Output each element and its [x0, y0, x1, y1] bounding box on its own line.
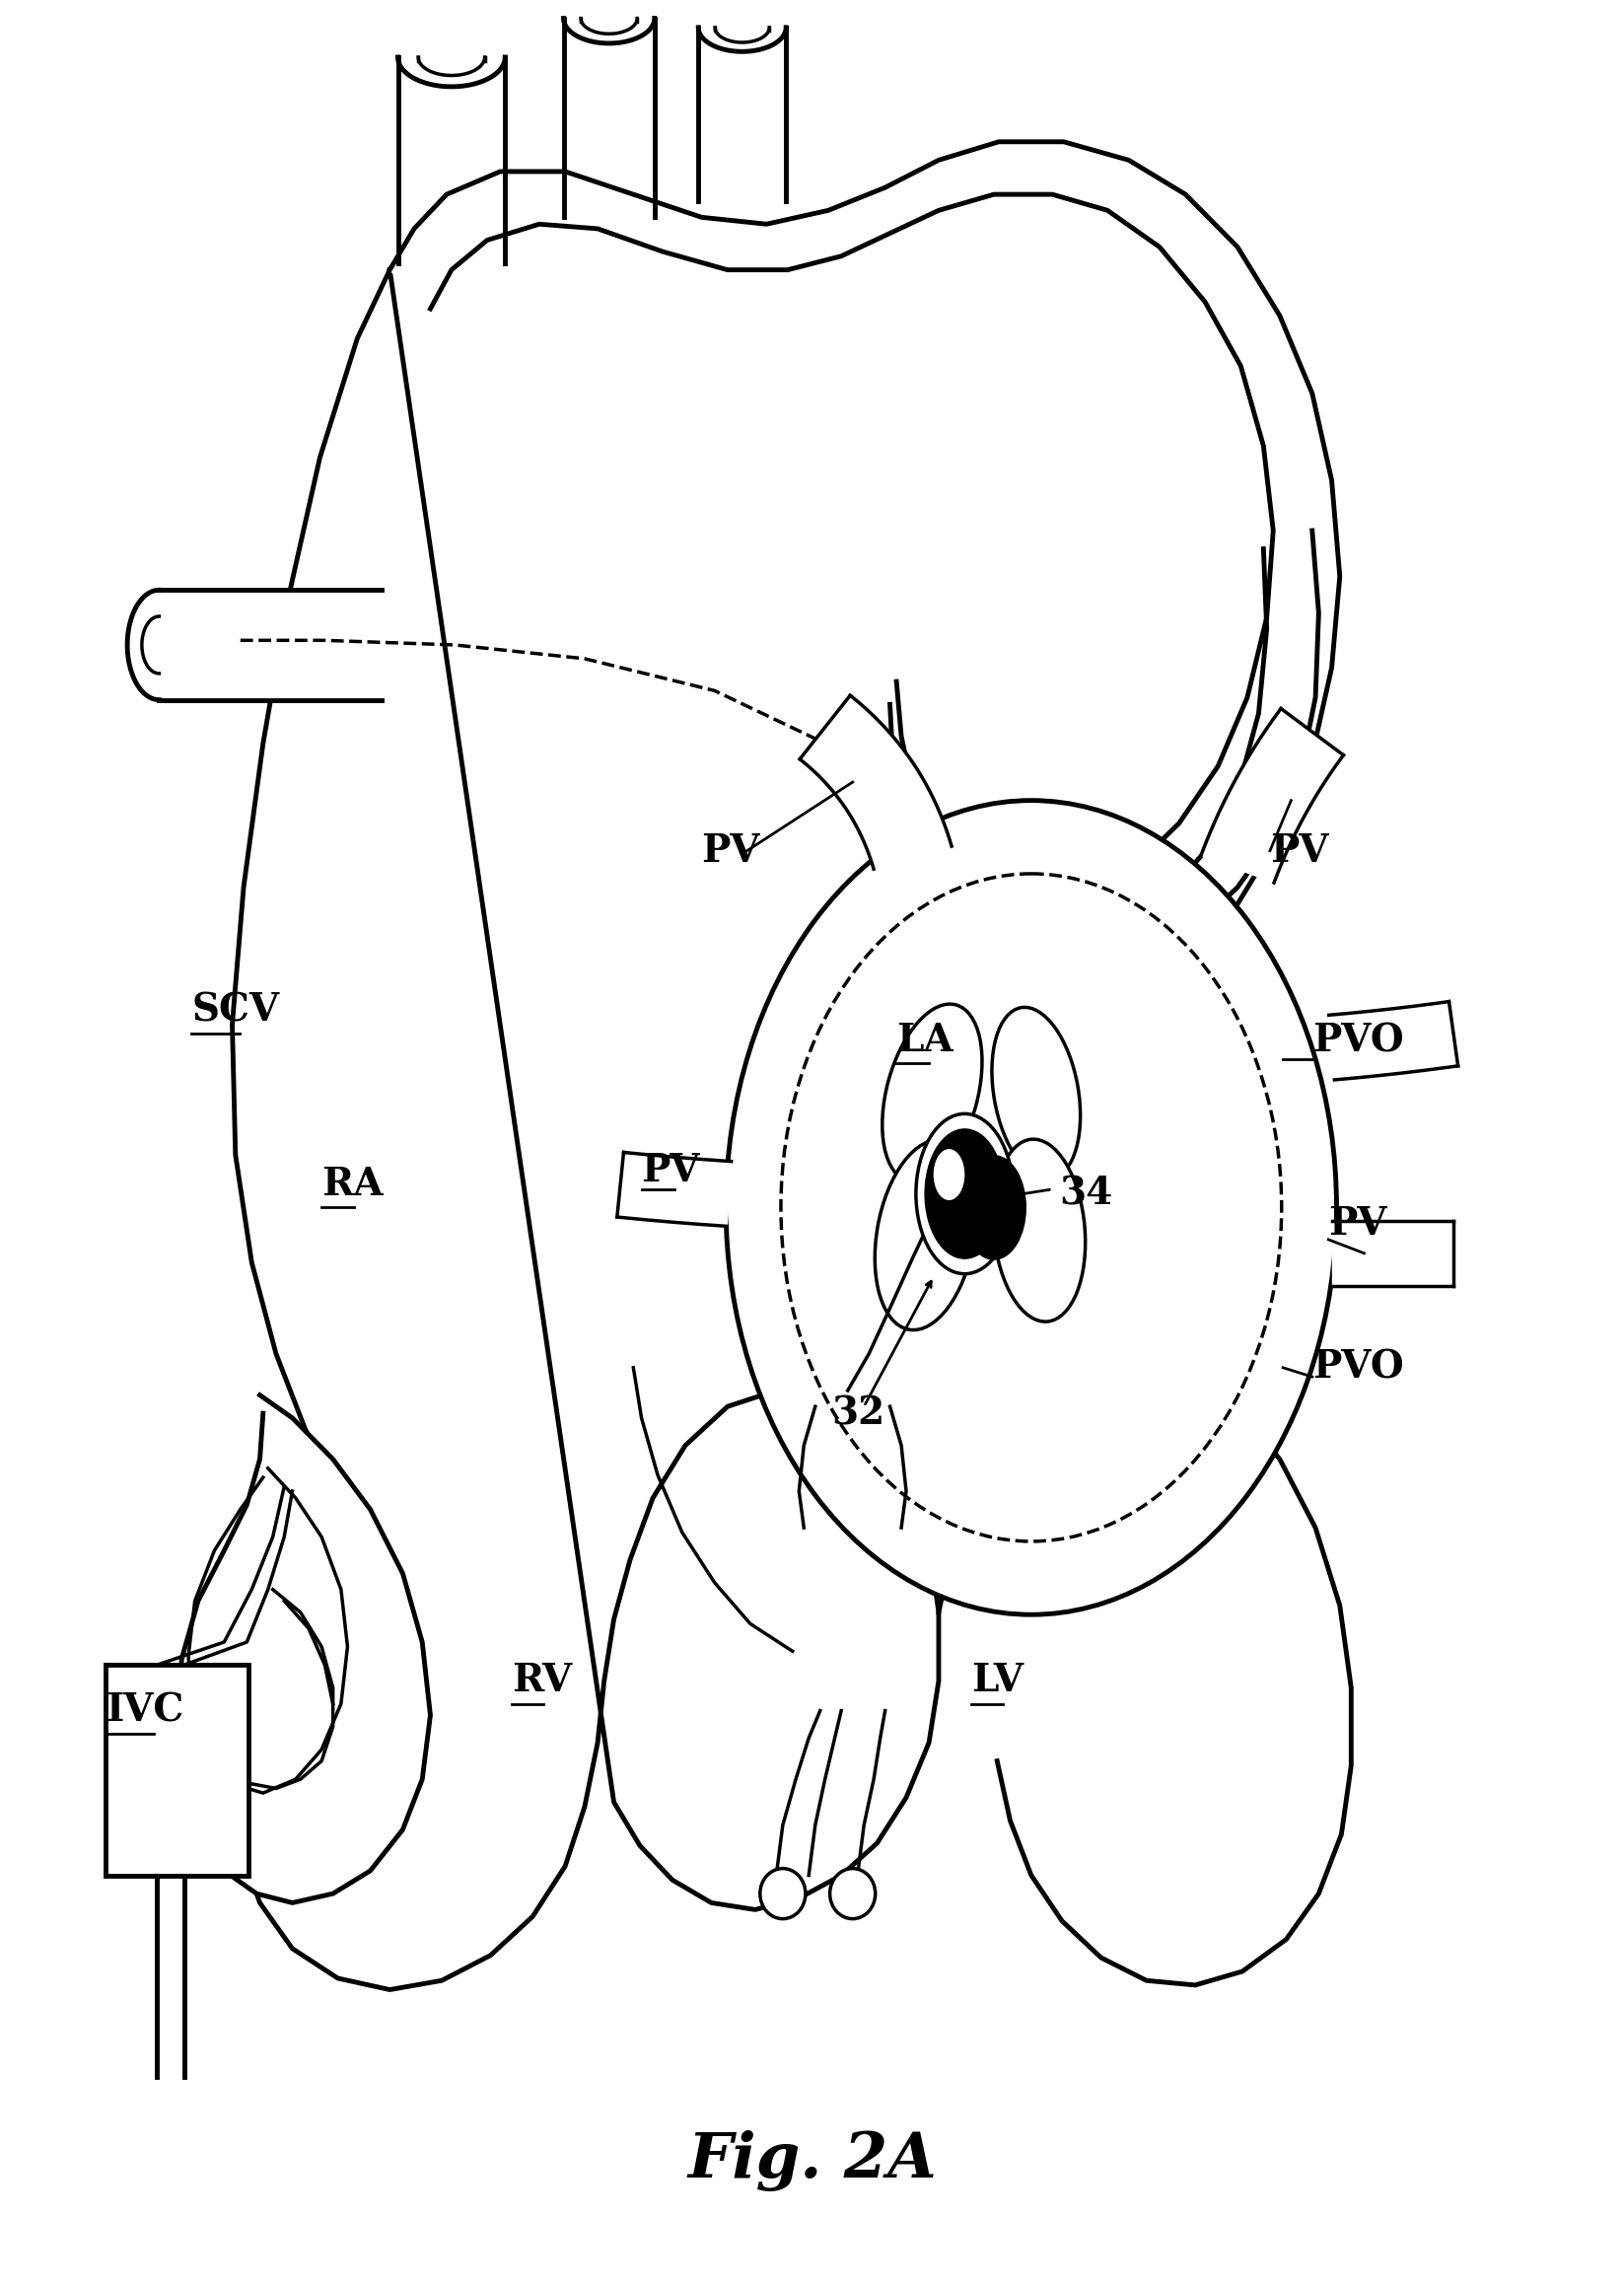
Polygon shape: [564, 18, 654, 217]
Bar: [106, 1665, 248, 1875]
Polygon shape: [799, 695, 952, 869]
Ellipse shape: [934, 1148, 965, 1201]
Ellipse shape: [882, 1004, 983, 1182]
Text: RA: RA: [322, 1166, 383, 1203]
Polygon shape: [390, 142, 1340, 979]
Text: Fig. 2A: Fig. 2A: [687, 2131, 937, 2191]
Polygon shape: [398, 57, 505, 263]
Ellipse shape: [926, 1130, 1004, 1258]
Text: 34: 34: [1059, 1176, 1112, 1212]
Ellipse shape: [875, 1139, 976, 1331]
Text: PVO: PVO: [1312, 1022, 1403, 1059]
Polygon shape: [698, 27, 786, 201]
Text: IVC: IVC: [106, 1692, 184, 1729]
Text: PV: PV: [1270, 832, 1328, 869]
Polygon shape: [175, 1395, 430, 1903]
Ellipse shape: [726, 800, 1337, 1615]
Text: PV: PV: [702, 832, 760, 869]
Polygon shape: [617, 1153, 731, 1226]
Polygon shape: [893, 531, 1319, 997]
Polygon shape: [1328, 1002, 1458, 1079]
Polygon shape: [232, 270, 1351, 1990]
Ellipse shape: [916, 1114, 1013, 1274]
Polygon shape: [1332, 1221, 1453, 1285]
Text: PVO: PVO: [1312, 1349, 1403, 1386]
Text: PV: PV: [1328, 1205, 1387, 1242]
Text: SCV: SCV: [192, 993, 279, 1029]
Polygon shape: [1202, 709, 1343, 883]
Ellipse shape: [760, 1868, 806, 1919]
Text: LV: LV: [971, 1663, 1023, 1699]
Ellipse shape: [994, 1139, 1085, 1322]
Ellipse shape: [992, 1006, 1080, 1180]
Ellipse shape: [963, 1157, 1025, 1258]
Polygon shape: [159, 590, 382, 700]
Text: RV: RV: [512, 1663, 572, 1699]
Text: 32: 32: [831, 1395, 885, 1432]
Text: LA: LA: [896, 1022, 953, 1059]
Text: PV: PV: [641, 1153, 700, 1189]
Ellipse shape: [830, 1868, 875, 1919]
